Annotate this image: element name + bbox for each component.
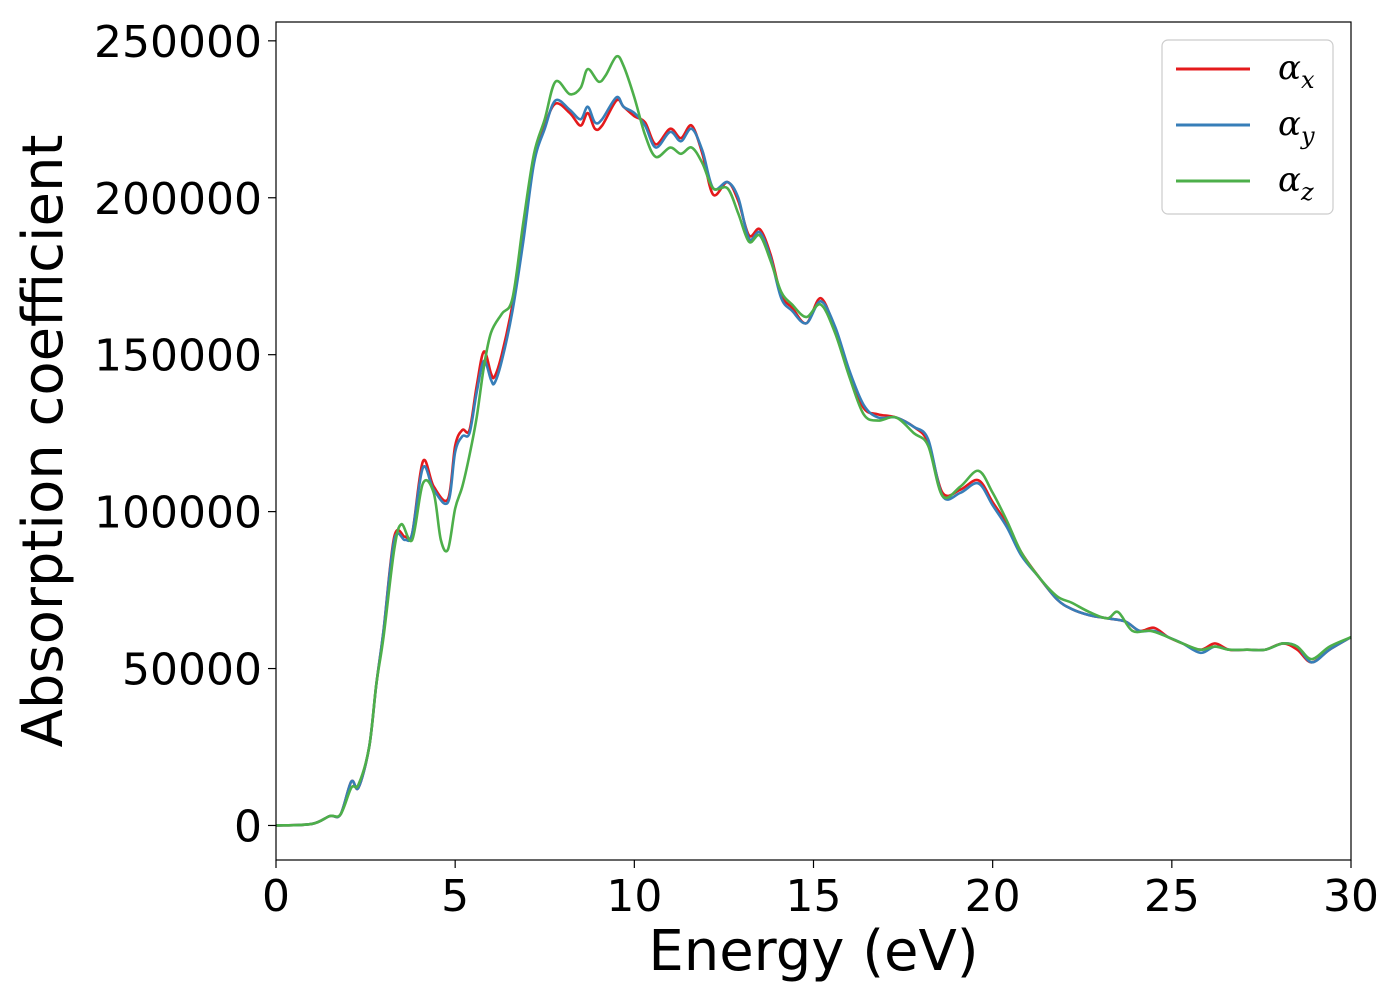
legend-box (1161, 39, 1334, 215)
y-axis-label: Absorption coefficient (11, 135, 76, 748)
y-axis: 0 50000 100000 150000 200000 250000 (94, 17, 276, 852)
x-tick-label: 10 (606, 871, 662, 922)
y-tick-label: 150000 (94, 331, 262, 382)
x-axis: 0 5 10 15 20 25 30 (262, 860, 1379, 922)
y-tick-label: 50000 (122, 645, 262, 696)
x-tick-label: 15 (786, 871, 842, 922)
x-tick-label: 25 (1144, 871, 1200, 922)
x-tick-label: 20 (965, 871, 1021, 922)
x-tick-label: 30 (1323, 871, 1379, 922)
y-tick-label: 200000 (94, 174, 262, 225)
series-line-z (275, 54, 1352, 827)
y-tick-label: 100000 (94, 488, 262, 539)
series-layer (275, 54, 1352, 827)
x-tick-label: 5 (441, 871, 469, 922)
y-tick-label: 250000 (94, 17, 262, 68)
y-tick-label: 0 (234, 801, 262, 852)
x-axis-label: Energy (eV) (648, 919, 978, 984)
x-tick-label: 0 (262, 871, 290, 922)
